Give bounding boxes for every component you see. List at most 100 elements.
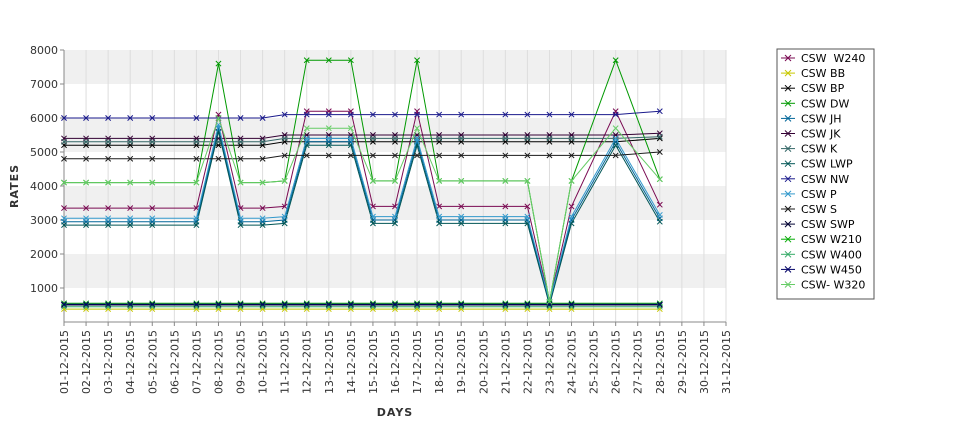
data-point [259, 301, 266, 308]
data-point [105, 179, 112, 186]
legend-label: CSW P [801, 188, 837, 201]
x-tick-label: 22-12-2015 [521, 330, 534, 394]
x-tick-label: 09-12-2015 [235, 330, 248, 394]
x-tick-label: 14-12-2015 [345, 330, 358, 394]
data-point [414, 152, 421, 159]
legend-marker [784, 250, 792, 258]
data-point [458, 303, 465, 310]
data-point [325, 135, 332, 142]
data-point [458, 135, 465, 142]
x-tick-label: 01-12-2015 [58, 330, 71, 394]
data-point [281, 177, 288, 184]
data-point [656, 108, 663, 115]
series-14 [61, 301, 663, 308]
data-point [369, 152, 376, 159]
data-point [149, 215, 156, 222]
data-point [149, 138, 156, 145]
legend-label: CSW W240 [801, 52, 865, 65]
data-point [458, 111, 465, 118]
data-point [193, 179, 200, 186]
data-point [546, 298, 553, 305]
data-point [502, 177, 509, 184]
data-point [259, 138, 266, 145]
data-point [237, 138, 244, 145]
data-point [215, 155, 222, 162]
data-point [149, 205, 156, 212]
series-line [64, 124, 661, 304]
data-point [83, 303, 90, 310]
data-point [215, 60, 222, 67]
x-tick-label: 24-12-2015 [566, 330, 579, 394]
data-point [347, 111, 354, 118]
x-tick-label: 04-12-2015 [124, 330, 137, 394]
data-point [83, 179, 90, 186]
data-point [127, 138, 134, 145]
data-point [303, 111, 310, 118]
data-point [61, 138, 67, 145]
x-tick-label: 19-12-2015 [455, 330, 468, 394]
data-point [612, 152, 619, 159]
legend-marker [784, 84, 792, 92]
data-point [281, 301, 288, 308]
data-point [612, 142, 619, 149]
legend-label: CSW SWP [801, 218, 855, 231]
data-point [568, 135, 575, 142]
data-point [325, 152, 332, 159]
data-point [325, 303, 332, 310]
legend-marker [784, 205, 792, 213]
x-tick-label: 17-12-2015 [411, 330, 424, 394]
legend-item: CSW JK [781, 128, 841, 141]
data-point [524, 213, 531, 220]
data-point [237, 301, 244, 308]
data-point [127, 215, 134, 222]
data-point [281, 203, 288, 210]
axes [60, 49, 727, 326]
data-point [61, 115, 67, 121]
data-point [281, 111, 288, 118]
data-point [436, 177, 443, 184]
data-point [347, 135, 354, 142]
x-axis-title: DAYS [377, 406, 413, 419]
data-point [61, 155, 67, 162]
data-point [546, 135, 553, 142]
data-point [347, 303, 354, 310]
x-tick-labels: 01-12-2015 02-12-2015 03-12-2015 04-12-2015… [58, 330, 733, 394]
legend: CSW W240 CSW BB CSW BP CSW DW CSW JH CSW JK CS… [776, 48, 875, 300]
y-tick-label: 4000 [30, 180, 58, 193]
x-tick-label: 20-12-2015 [477, 330, 490, 394]
legend-label: CSW S [801, 203, 837, 216]
series-line [64, 110, 661, 302]
y-tick-label: 6000 [30, 112, 58, 125]
data-point [458, 301, 465, 308]
data-point [215, 115, 222, 121]
legend-marker [784, 160, 792, 168]
legend-marker [784, 115, 792, 122]
data-point [369, 135, 376, 142]
data-point [369, 203, 376, 210]
series-8 [61, 108, 663, 121]
data-point [502, 213, 509, 220]
x-tick-label: 25-12-2015 [588, 330, 601, 394]
data-point [105, 205, 112, 212]
x-tick-label: 12-12-2015 [301, 330, 314, 394]
data-point [458, 213, 465, 220]
data-point [281, 220, 288, 227]
data-point [347, 301, 354, 308]
data-point [325, 142, 332, 149]
y-tick-label: 5000 [30, 146, 58, 159]
data-point [83, 115, 90, 121]
legend-item: CSW K [781, 143, 838, 156]
legend-item: CSW W400 [781, 248, 862, 261]
data-point [259, 179, 266, 186]
data-point [127, 155, 134, 162]
data-point [127, 115, 134, 121]
legend-marker [784, 190, 792, 198]
data-point [392, 203, 398, 210]
legend-label: CSW JH [801, 112, 842, 125]
series-line [64, 131, 661, 307]
data-point [61, 301, 67, 308]
data-point [436, 135, 443, 142]
data-point [303, 135, 310, 142]
data-point [105, 222, 112, 229]
